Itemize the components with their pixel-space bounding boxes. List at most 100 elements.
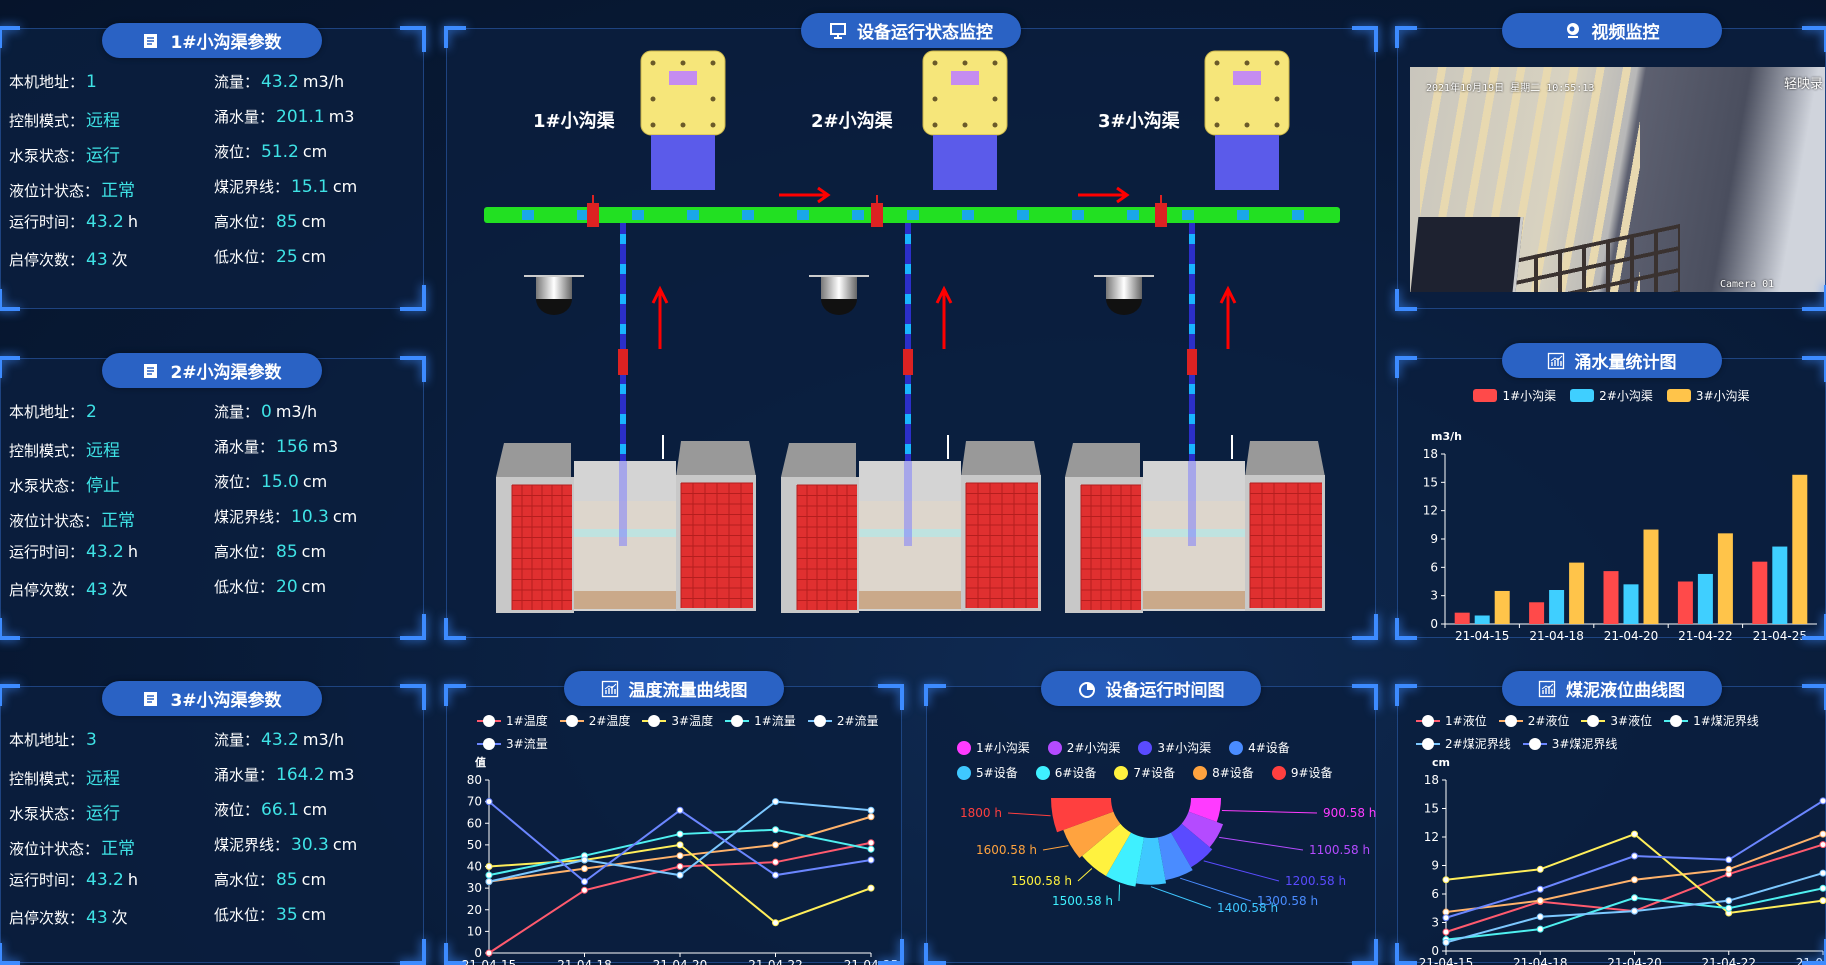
bar[interactable]: [1623, 584, 1639, 624]
data-point[interactable]: [1536, 913, 1544, 921]
bar[interactable]: [1549, 590, 1565, 624]
legend-item[interactable]: 7#设备: [1114, 764, 1175, 781]
bar[interactable]: [1752, 561, 1768, 624]
data-point[interactable]: [1819, 869, 1826, 877]
data-point[interactable]: [772, 919, 779, 927]
legend-item[interactable]: 8#设备: [1193, 764, 1254, 781]
data-point[interactable]: [676, 841, 684, 849]
data-point[interactable]: [1536, 925, 1544, 933]
data-point[interactable]: [1631, 907, 1638, 915]
legend-item[interactable]: 4#设备: [1229, 739, 1290, 756]
bar[interactable]: [1677, 581, 1693, 625]
pie-slice[interactable]: [1135, 837, 1167, 885]
bar[interactable]: [1494, 590, 1510, 624]
data-point[interactable]: [676, 830, 684, 838]
pie-slice[interactable]: [1105, 832, 1145, 887]
data-point[interactable]: [1631, 894, 1638, 902]
data-point[interactable]: [581, 865, 588, 873]
legend-item[interactable]: 1#小沟渠: [957, 739, 1030, 756]
data-point[interactable]: [1819, 797, 1826, 805]
data-point[interactable]: [772, 798, 779, 806]
legend-item[interactable]: 2#煤泥界线: [1416, 735, 1511, 752]
bar[interactable]: [1529, 602, 1545, 624]
legend-item[interactable]: 5#设备: [957, 764, 1018, 781]
legend-item[interactable]: 3#液位: [1581, 712, 1652, 729]
legend-item[interactable]: 1#煤泥界线: [1664, 712, 1759, 729]
legend-item[interactable]: 1#小沟渠: [1473, 387, 1556, 404]
data-point[interactable]: [581, 878, 588, 886]
pie-slice[interactable]: [1181, 811, 1224, 848]
bar[interactable]: [1772, 546, 1788, 624]
pie-slice[interactable]: [1171, 823, 1213, 868]
bar[interactable]: [1474, 615, 1490, 625]
legend-item[interactable]: 3#温度: [642, 712, 713, 729]
pump-unit[interactable]: 2#小沟渠: [811, 50, 1008, 190]
data-point[interactable]: [1819, 841, 1826, 849]
data-point[interactable]: [867, 806, 875, 814]
legend-item[interactable]: 3#煤泥界线: [1522, 735, 1617, 752]
legend-item[interactable]: 1#温度: [477, 712, 548, 729]
data-point[interactable]: [1442, 876, 1450, 884]
data-point[interactable]: [1725, 856, 1733, 864]
data-point[interactable]: [867, 839, 875, 847]
bar[interactable]: [1569, 562, 1585, 624]
pie-slice[interactable]: [1051, 798, 1114, 833]
data-point[interactable]: [1819, 830, 1826, 838]
data-point[interactable]: [485, 878, 493, 886]
data-point[interactable]: [485, 798, 493, 806]
video-feed[interactable]: 2021年10月19日 星期二 10:55:13 轻映录 Camera 01: [1410, 67, 1825, 292]
data-point[interactable]: [772, 858, 779, 866]
data-point[interactable]: [1725, 904, 1733, 912]
legend-item[interactable]: 2#液位: [1498, 712, 1569, 729]
pie-slice[interactable]: [1082, 823, 1131, 876]
legend-item[interactable]: 2#小沟渠: [1047, 739, 1120, 756]
data-point[interactable]: [1631, 830, 1638, 838]
legend-item[interactable]: 6#设备: [1035, 764, 1096, 781]
legend-item[interactable]: 3#流量: [477, 735, 548, 752]
pump-unit[interactable]: 1#小沟渠: [533, 50, 726, 190]
data-point[interactable]: [676, 863, 684, 870]
data-point[interactable]: [1442, 928, 1450, 936]
data-point[interactable]: [485, 949, 493, 957]
legend-item[interactable]: 2#流量: [807, 712, 879, 729]
legend-item[interactable]: 3#小沟渠: [1666, 387, 1750, 404]
data-point[interactable]: [1631, 876, 1638, 884]
data-point[interactable]: [1536, 865, 1544, 873]
data-point[interactable]: [1442, 938, 1450, 946]
pie-slice[interactable]: [1157, 832, 1193, 881]
data-point[interactable]: [485, 863, 493, 870]
data-point[interactable]: [1819, 884, 1826, 892]
legend-item[interactable]: 1#流量: [725, 712, 796, 729]
pump-unit[interactable]: 3#小沟渠: [1098, 50, 1290, 190]
data-point[interactable]: [1725, 865, 1733, 873]
legend-item[interactable]: 1#液位: [1416, 712, 1487, 729]
legend-item[interactable]: 2#小沟渠: [1570, 387, 1653, 404]
data-point[interactable]: [676, 852, 684, 860]
data-point[interactable]: [1442, 914, 1450, 922]
data-point[interactable]: [1442, 908, 1450, 916]
legend-item[interactable]: 3#小沟渠: [1138, 739, 1211, 756]
bar[interactable]: [1454, 612, 1470, 624]
data-point[interactable]: [772, 841, 779, 849]
bar[interactable]: [1697, 573, 1713, 624]
data-point[interactable]: [676, 871, 684, 879]
bar[interactable]: [1603, 571, 1619, 624]
data-point[interactable]: [1819, 897, 1826, 905]
legend-item[interactable]: 9#设备: [1271, 764, 1333, 781]
data-point[interactable]: [867, 884, 875, 892]
data-point[interactable]: [867, 813, 875, 821]
data-point[interactable]: [1631, 852, 1638, 860]
data-point[interactable]: [676, 806, 684, 814]
data-point[interactable]: [867, 856, 875, 864]
data-point[interactable]: [772, 826, 779, 834]
data-point[interactable]: [1536, 897, 1544, 905]
legend-item[interactable]: 2#温度: [559, 712, 630, 729]
bar[interactable]: [1643, 529, 1659, 624]
data-point[interactable]: [485, 871, 493, 879]
data-point[interactable]: [581, 886, 588, 894]
data-point[interactable]: [1725, 897, 1733, 905]
bar[interactable]: [1792, 474, 1808, 624]
pie-slice[interactable]: [1063, 811, 1121, 859]
data-point[interactable]: [772, 871, 779, 879]
data-point[interactable]: [581, 856, 588, 864]
